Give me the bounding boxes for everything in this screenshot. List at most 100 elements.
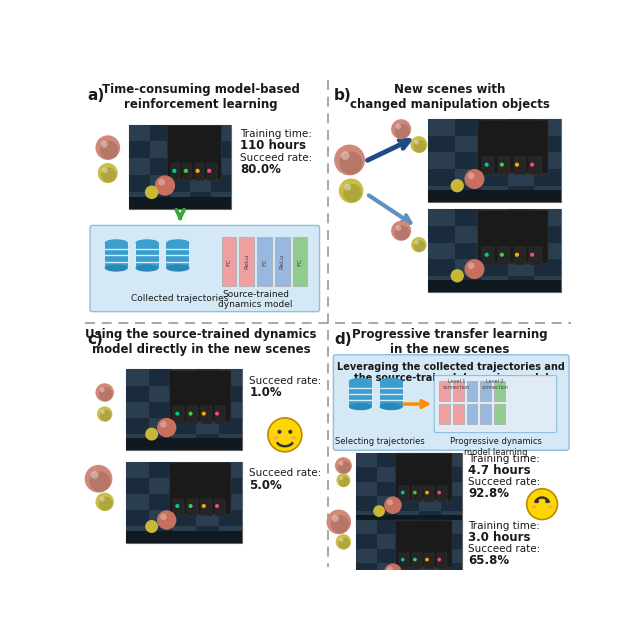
Circle shape [101, 141, 108, 148]
Circle shape [451, 269, 464, 282]
Circle shape [465, 169, 484, 189]
FancyBboxPatch shape [477, 120, 548, 173]
Bar [190, 125, 211, 141]
Circle shape [395, 225, 410, 240]
FancyBboxPatch shape [476, 379, 513, 426]
FancyBboxPatch shape [90, 225, 319, 312]
Bar [219, 385, 242, 402]
Bar [441, 549, 462, 563]
Circle shape [326, 509, 351, 534]
Ellipse shape [136, 239, 159, 246]
Bar [419, 549, 441, 563]
Text: ReLu: ReLu [244, 254, 249, 269]
Circle shape [339, 538, 350, 549]
Circle shape [337, 474, 350, 487]
Bar [441, 563, 462, 578]
Circle shape [515, 253, 519, 257]
Circle shape [202, 412, 206, 415]
Circle shape [339, 476, 344, 480]
Bar [172, 385, 196, 402]
Bar [201, 499, 212, 516]
Circle shape [99, 497, 113, 511]
Bar [219, 418, 242, 434]
Bar [126, 369, 149, 385]
Bar [356, 452, 462, 525]
Bar [219, 369, 242, 385]
Bar [166, 243, 189, 268]
Text: 4.7 hours: 4.7 hours [468, 464, 531, 477]
Bar [196, 494, 219, 510]
Circle shape [160, 513, 166, 520]
Bar [441, 520, 462, 534]
Bar [105, 243, 128, 268]
Bar [398, 482, 419, 497]
Circle shape [465, 259, 484, 279]
Bar [454, 169, 481, 186]
Bar [356, 520, 462, 593]
Bar [356, 534, 377, 549]
Bar [428, 280, 561, 292]
Bar [481, 243, 508, 259]
Bar [149, 418, 172, 434]
Bar [380, 381, 403, 406]
Bar [126, 527, 149, 543]
Circle shape [535, 500, 539, 503]
Bar [482, 247, 494, 265]
FancyBboxPatch shape [239, 237, 254, 286]
Text: Source-trained
dynamics model: Source-trained dynamics model [218, 290, 293, 310]
Bar [136, 243, 159, 268]
Bar [454, 259, 481, 276]
Bar [481, 119, 508, 136]
Circle shape [373, 505, 385, 517]
Circle shape [339, 476, 349, 487]
Circle shape [384, 497, 402, 514]
Circle shape [90, 471, 110, 492]
Text: FC: FC [262, 257, 267, 266]
Bar [534, 119, 561, 136]
Circle shape [189, 412, 193, 415]
Bar [534, 209, 561, 226]
FancyBboxPatch shape [435, 376, 557, 433]
Bar [454, 276, 481, 292]
Bar [211, 125, 231, 141]
Circle shape [339, 179, 364, 203]
Bar [399, 486, 409, 502]
Circle shape [202, 504, 206, 508]
Text: Succeed rate:: Succeed rate: [468, 477, 540, 487]
Circle shape [189, 504, 193, 508]
Circle shape [414, 140, 419, 145]
Circle shape [95, 493, 114, 511]
Bar [377, 534, 398, 549]
Text: Level 1
connection: Level 1 connection [443, 380, 470, 390]
Bar [377, 497, 398, 511]
Bar [173, 499, 184, 516]
Circle shape [145, 520, 158, 533]
Bar [149, 385, 172, 402]
Circle shape [344, 184, 351, 191]
Bar [356, 452, 377, 467]
Bar [419, 497, 441, 511]
Circle shape [437, 557, 441, 561]
Ellipse shape [166, 264, 189, 271]
Bar [428, 259, 454, 276]
Text: 5.0%: 5.0% [250, 479, 282, 492]
Text: 3.0 hours: 3.0 hours [468, 531, 531, 544]
Circle shape [157, 418, 177, 437]
Bar [529, 247, 542, 265]
Text: Collected trajectories: Collected trajectories [131, 294, 228, 303]
Bar [196, 434, 219, 451]
Bar [149, 462, 172, 478]
Bar [211, 141, 231, 159]
Bar [356, 582, 462, 593]
Circle shape [437, 491, 441, 495]
Bar [419, 467, 441, 482]
Circle shape [451, 179, 464, 193]
Text: 1.0%: 1.0% [250, 387, 282, 399]
Ellipse shape [273, 436, 279, 440]
Bar [424, 553, 434, 568]
Bar [419, 452, 441, 467]
Circle shape [100, 410, 105, 414]
Bar [211, 159, 231, 175]
Bar [170, 159, 190, 175]
Text: Succeed rate:: Succeed rate: [468, 544, 540, 554]
